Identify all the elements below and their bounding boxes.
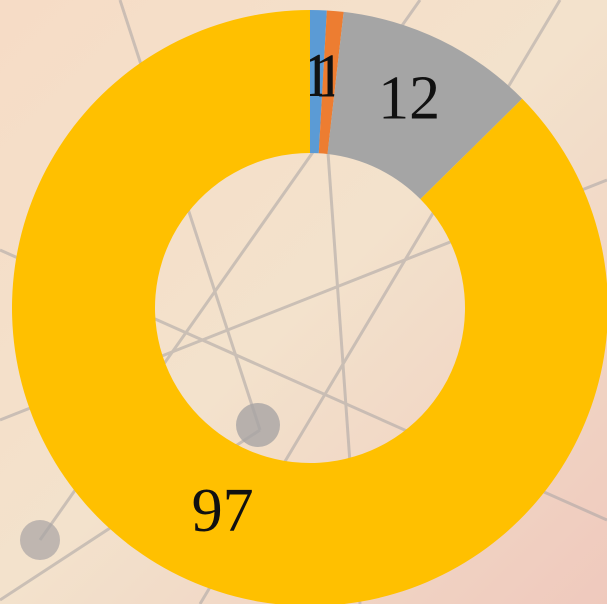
- donut-segment: [12, 10, 607, 604]
- donut-segment: [310, 10, 327, 154]
- data-label: 97: [192, 477, 254, 545]
- donut-segment: [327, 11, 523, 200]
- background-node: [236, 403, 280, 447]
- background-node: [20, 520, 60, 560]
- data-label: 12: [378, 65, 440, 133]
- donut-segment: [318, 10, 344, 154]
